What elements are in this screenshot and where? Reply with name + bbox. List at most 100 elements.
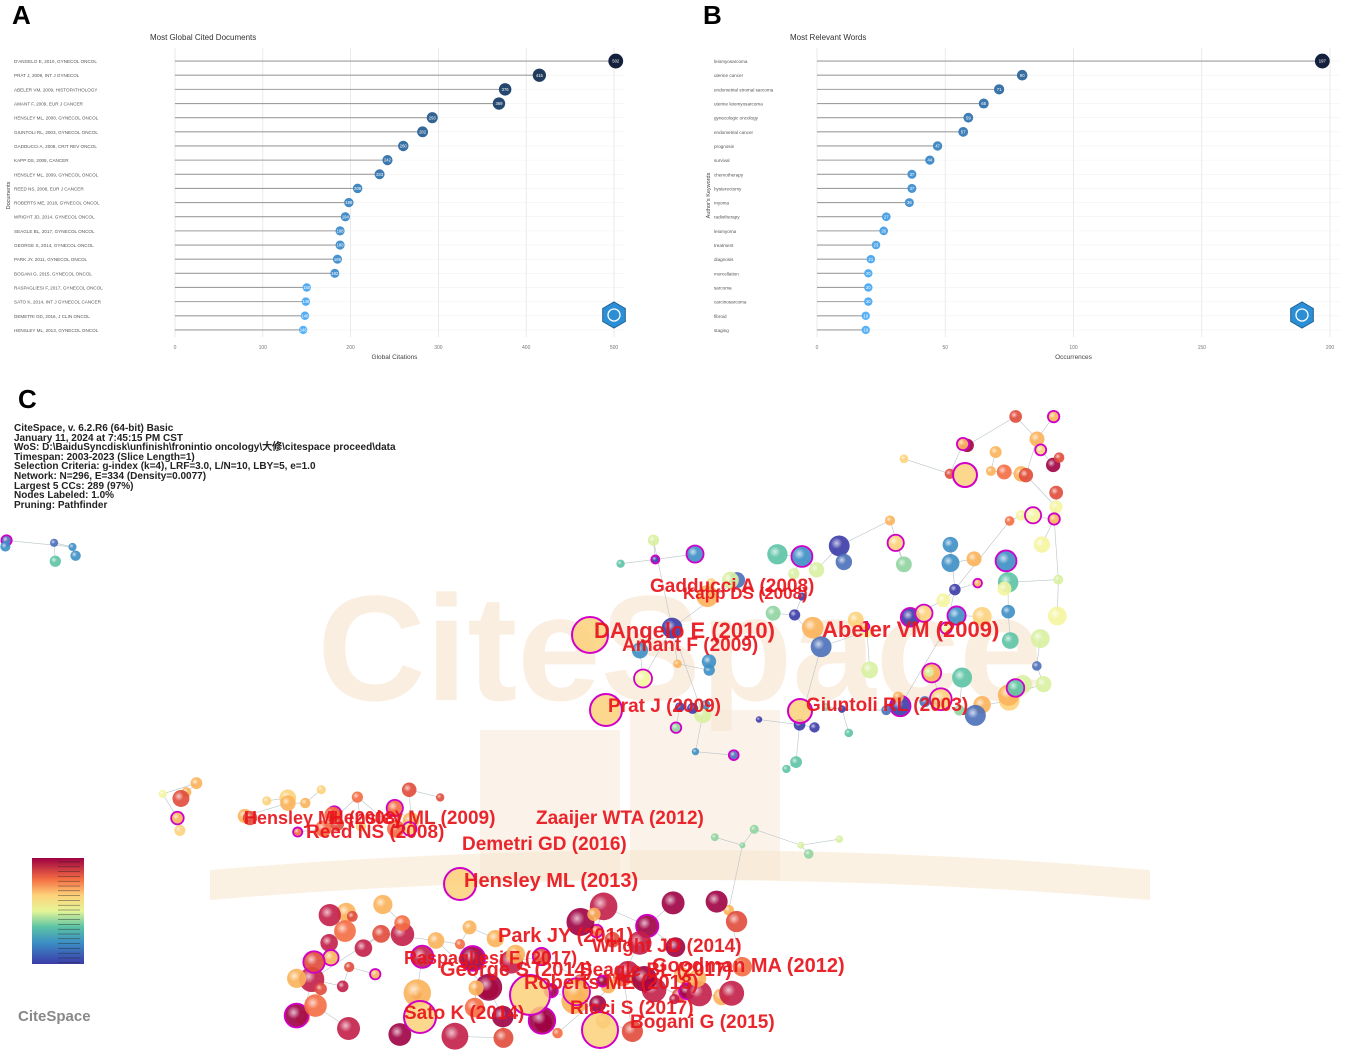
node-highlight	[893, 692, 900, 699]
node-highlight	[429, 933, 439, 944]
point-value-label: 208	[354, 186, 362, 191]
data-point	[879, 226, 889, 236]
node-highlight	[798, 593, 804, 598]
node-highlight	[756, 716, 760, 721]
node-highlight	[413, 947, 426, 961]
data-point	[608, 53, 624, 69]
hex-icon-inner	[607, 308, 621, 322]
y-axis-label: Documents	[6, 181, 12, 209]
category-label: survival	[714, 158, 730, 163]
node-highlight	[630, 933, 644, 947]
category-label: staging	[714, 328, 729, 333]
node-highlight	[591, 925, 599, 933]
node-highlight	[325, 808, 335, 818]
node-highlight	[324, 951, 334, 961]
node-label: Bogani G (2015)	[630, 1012, 775, 1033]
node-highlight	[390, 1025, 404, 1038]
node-highlight	[667, 939, 679, 951]
node-highlight	[1036, 445, 1043, 452]
node-label: Goodman MA (2012)	[652, 955, 845, 977]
category-label: endometrial stromal sarcoma	[714, 87, 774, 92]
point-value-label: 242	[384, 158, 392, 163]
category-label: PRAT J, 2009, INT J GYNECOL	[14, 73, 80, 78]
info-line: Selection Criteria: g-index (k=4), LRF=3…	[14, 461, 316, 473]
node-label: Kapp DS (2008)	[683, 584, 808, 603]
node-highlight	[1032, 662, 1039, 668]
node-highlight	[882, 706, 888, 712]
node-highlight	[1054, 575, 1060, 582]
node-highlight	[356, 822, 363, 828]
node-highlight	[943, 555, 954, 566]
node-highlight	[689, 983, 704, 998]
node-highlight	[791, 757, 798, 764]
data-point	[382, 155, 393, 166]
category-label: HENSLEY ML, 2008, GYNECOL ONCOL	[14, 116, 99, 121]
node-highlight	[671, 723, 678, 730]
point-value-label: 146	[300, 328, 308, 333]
point-value-label: 26	[881, 228, 886, 233]
node-highlight	[339, 1019, 352, 1032]
node-highlight	[172, 813, 180, 820]
chart-b-relevant-words: Most Relevant Words 0 50 100 150 200 leiomyosa…	[706, 33, 1342, 361]
category-label: ABELER VM, 2009, HISTOPATHOLOGY	[14, 87, 97, 92]
node-highlight	[974, 579, 979, 585]
point-value-label: 502	[612, 59, 620, 64]
node-highlight	[470, 981, 479, 991]
category-label: REED NS, 2008, EUR J CANCER	[14, 186, 84, 191]
category-label: fibroid	[714, 314, 727, 319]
node-highlight	[316, 822, 326, 832]
node-label: Amant F (2009)	[622, 635, 758, 656]
point-value-label: 233	[376, 172, 384, 177]
point-value-label: 376	[502, 87, 510, 92]
category-label: diagnosis	[714, 257, 734, 262]
data-point	[426, 112, 438, 124]
node-highlight	[769, 546, 781, 558]
node-highlight	[508, 946, 519, 958]
x-tick-label: 0	[816, 345, 819, 351]
node-highlight	[494, 1007, 506, 1020]
node-highlight	[322, 935, 332, 946]
node-label: Hensley ML (2009)	[330, 808, 495, 829]
network-edge	[966, 416, 1016, 446]
node-label: Zaaijer WTA (2012)	[536, 808, 704, 829]
node-highlight	[388, 801, 398, 811]
network-edge	[754, 829, 801, 846]
network-node-major	[581, 1011, 619, 1049]
data-point	[861, 311, 870, 320]
data-point	[340, 212, 350, 222]
node-highlight	[635, 671, 646, 682]
network-edge	[695, 751, 734, 756]
info-line: Largest 5 CCs: 289 (97%)	[14, 480, 134, 492]
data-point	[298, 325, 308, 335]
category-label: myoma	[714, 201, 730, 206]
node-highlight	[263, 797, 269, 803]
node-highlight	[569, 910, 585, 927]
category-label: ROBERTS ME, 2018, GYNECOL ONCOL	[14, 201, 100, 206]
node-highlight	[1002, 606, 1011, 614]
chart-a-global-cited-documents: Most Global Cited Documents 0 100 200 300 400…	[6, 33, 626, 361]
node-highlight	[707, 892, 720, 905]
node-highlight	[1050, 487, 1059, 495]
node-label: Demetri GD (2016)	[462, 834, 627, 855]
data-point	[302, 283, 311, 292]
node-highlight	[968, 552, 977, 562]
node-highlight	[703, 655, 712, 664]
data-point	[932, 141, 943, 151]
node-highlight	[837, 555, 847, 565]
network-edge	[1025, 474, 1057, 508]
category-label: leiomyosarcoma	[714, 59, 748, 64]
node-highlight	[1049, 514, 1056, 521]
category-label: prognosis	[714, 144, 735, 149]
node-highlight	[331, 818, 340, 827]
category-label: AMANT F, 2009, EUR J CANCER	[14, 102, 84, 107]
data-point	[417, 126, 429, 138]
node-highlight	[1026, 508, 1036, 518]
co-citation-network: CiteSpace Gadducci A (2008)Kapp DS (2008…	[0, 410, 1150, 1050]
network-node-major	[589, 693, 623, 727]
node-highlight	[688, 547, 698, 557]
node-highlight	[823, 703, 828, 709]
data-point	[335, 226, 345, 236]
node-highlight	[670, 995, 676, 1001]
bibliometrix-hex-icon	[1290, 301, 1314, 329]
network-edge	[311, 933, 382, 980]
